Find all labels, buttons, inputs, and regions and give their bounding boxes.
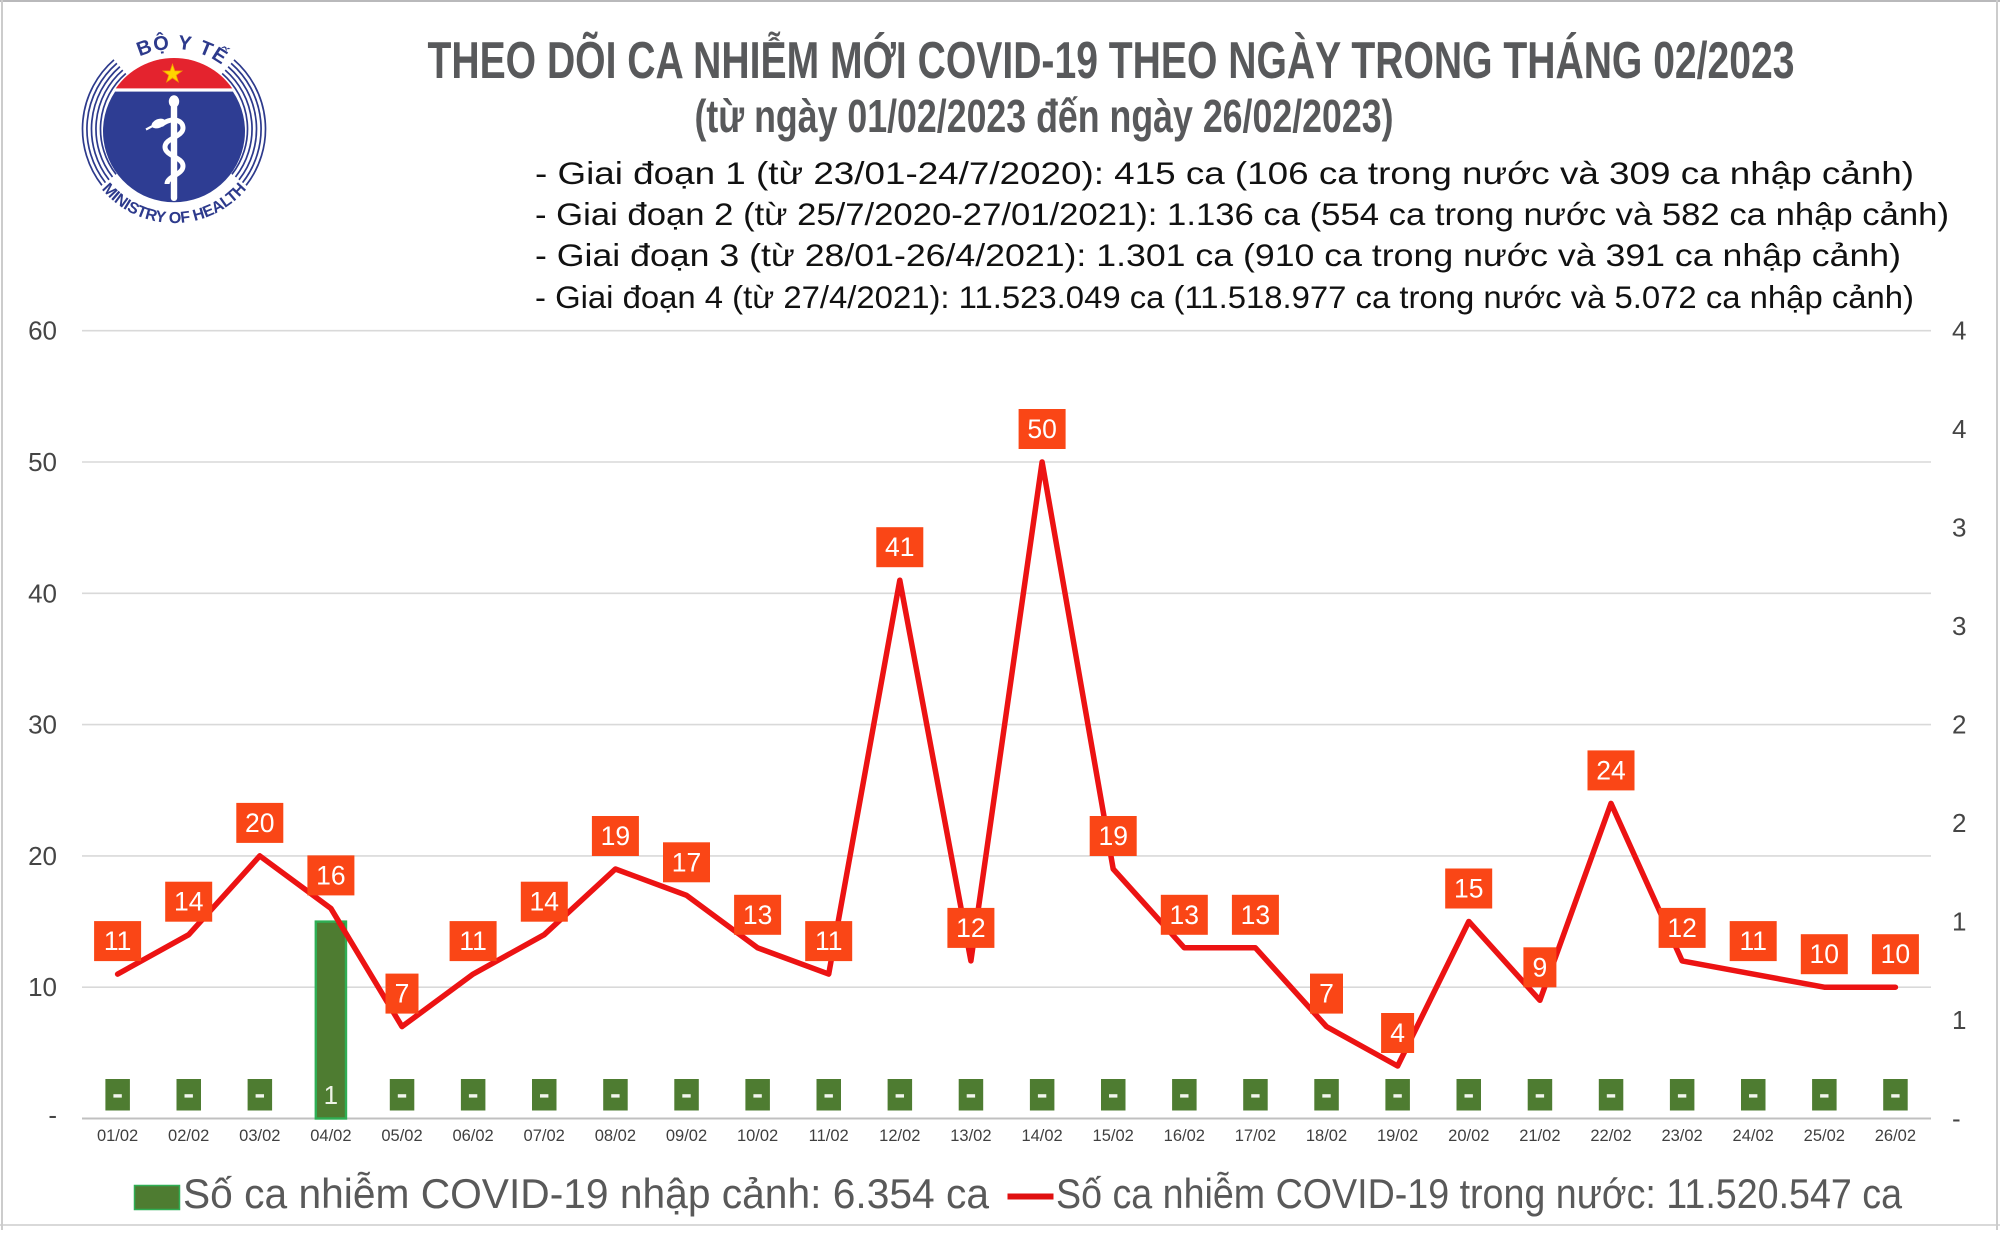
svg-text:- Giai đoạn 4 (từ 27/4/2021):: - Giai đoạn 4 (từ 27/4/2021): 11.523.049… [535, 279, 1914, 315]
svg-text:50: 50 [1027, 414, 1056, 444]
svg-text:11: 11 [104, 926, 132, 956]
svg-text:THEO DÕI CA NHIỄM MỚI COVID-19: THEO DÕI CA NHIỄM MỚI COVID-19 THEO NGÀY… [428, 31, 1795, 90]
svg-text:17/02: 17/02 [1235, 1127, 1276, 1145]
svg-text:- Giai đoạn 2 (từ 25/7/2020-27: - Giai đoạn 2 (từ 25/7/2020-27/01/2021):… [535, 196, 1949, 232]
svg-text:15/02: 15/02 [1093, 1127, 1134, 1145]
svg-text:20: 20 [245, 808, 274, 838]
svg-text:12: 12 [956, 913, 985, 943]
svg-text:13: 13 [1170, 900, 1199, 930]
svg-text:16: 16 [316, 860, 345, 890]
svg-text:25/02: 25/02 [1804, 1127, 1845, 1145]
svg-text:12: 12 [1667, 913, 1696, 943]
svg-text:(từ ngày 01/02/2023 đến ngày 2: (từ ngày 01/02/2023 đến ngày 26/02/2023) [695, 90, 1394, 142]
svg-text:13: 13 [1241, 900, 1270, 930]
svg-text:07/02: 07/02 [524, 1127, 565, 1145]
svg-text:09/02: 09/02 [666, 1127, 707, 1145]
svg-text:03/02: 03/02 [239, 1127, 280, 1145]
svg-text:18/02: 18/02 [1306, 1127, 1347, 1145]
svg-text:40: 40 [28, 578, 57, 608]
svg-text:10: 10 [28, 972, 57, 1002]
svg-text:2: 2 [1952, 710, 1966, 740]
svg-text:19: 19 [1098, 821, 1127, 851]
svg-text:10/02: 10/02 [737, 1127, 778, 1145]
svg-text:02/02: 02/02 [168, 1127, 209, 1145]
svg-text:-: - [48, 1100, 57, 1130]
svg-text:13: 13 [743, 900, 772, 930]
svg-text:- Giai đoạn 1 (từ 23/01-24/7/2: - Giai đoạn 1 (từ 23/01-24/7/2020): 415 … [535, 155, 1914, 191]
svg-text:1: 1 [1952, 907, 1966, 937]
svg-text:4: 4 [1952, 414, 1966, 444]
svg-text:1: 1 [324, 1080, 338, 1110]
svg-text:4: 4 [1952, 316, 1966, 346]
svg-text:12/02: 12/02 [879, 1127, 920, 1145]
svg-text:20/02: 20/02 [1448, 1127, 1489, 1145]
svg-text:1: 1 [1952, 1005, 1966, 1035]
svg-text:13/02: 13/02 [950, 1127, 991, 1145]
svg-text:41: 41 [885, 532, 914, 562]
svg-text:05/02: 05/02 [381, 1127, 422, 1145]
svg-text:-: - [1952, 1104, 1961, 1134]
svg-text:2: 2 [1952, 808, 1966, 838]
svg-text:7: 7 [1319, 979, 1334, 1009]
svg-text:- Giai đoạn 3 (từ 28/01-26/4/2: - Giai đoạn 3 (từ 28/01-26/4/2021): 1.30… [535, 237, 1901, 273]
svg-text:14/02: 14/02 [1021, 1127, 1062, 1145]
svg-text:19/02: 19/02 [1377, 1127, 1418, 1145]
svg-text:16/02: 16/02 [1164, 1127, 1205, 1145]
svg-text:19: 19 [601, 821, 630, 851]
svg-text:7: 7 [395, 979, 410, 1009]
svg-text:50: 50 [28, 447, 57, 477]
svg-text:26/02: 26/02 [1875, 1127, 1916, 1145]
svg-text:11: 11 [815, 926, 843, 956]
svg-text:06/02: 06/02 [452, 1127, 493, 1145]
svg-text:11: 11 [459, 926, 487, 956]
svg-text:4: 4 [1390, 1018, 1405, 1048]
svg-text:24/02: 24/02 [1733, 1127, 1774, 1145]
svg-text:01/02: 01/02 [97, 1127, 138, 1145]
svg-text:10: 10 [1810, 939, 1839, 969]
svg-text:30: 30 [28, 710, 57, 740]
svg-text:3: 3 [1952, 513, 1966, 543]
svg-text:11/02: 11/02 [809, 1127, 849, 1145]
svg-text:10: 10 [1881, 939, 1910, 969]
svg-text:3: 3 [1952, 611, 1966, 641]
svg-text:9: 9 [1533, 952, 1548, 982]
svg-text:14: 14 [529, 887, 558, 917]
svg-text:15: 15 [1454, 874, 1483, 904]
svg-text:Số ca nhiễm COVID-19 trong nướ: Số ca nhiễm COVID-19 trong nước: 11.520.… [1056, 1170, 1903, 1217]
svg-text:24: 24 [1596, 755, 1625, 785]
svg-text:21/02: 21/02 [1519, 1127, 1560, 1145]
svg-text:11: 11 [1739, 926, 1767, 956]
svg-text:14: 14 [174, 887, 203, 917]
svg-text:23/02: 23/02 [1661, 1127, 1702, 1145]
svg-text:08/02: 08/02 [595, 1127, 636, 1145]
svg-text:17: 17 [672, 847, 701, 877]
svg-text:60: 60 [28, 316, 57, 346]
svg-text:22/02: 22/02 [1590, 1127, 1631, 1145]
svg-text:Số ca nhiễm COVID-19 nhập cảnh: Số ca nhiễm COVID-19 nhập cảnh: 6.354 ca [183, 1170, 990, 1217]
svg-text:04/02: 04/02 [310, 1127, 351, 1145]
svg-text:20: 20 [28, 841, 57, 871]
